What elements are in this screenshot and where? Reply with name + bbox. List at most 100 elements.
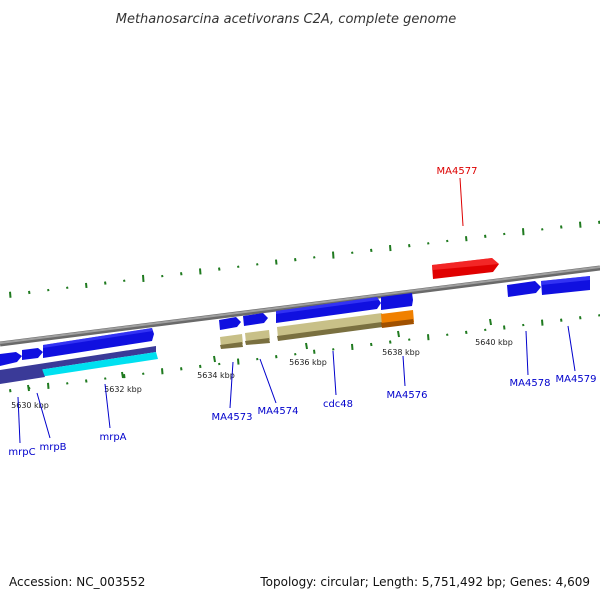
tick-label: 5638 kbp <box>382 348 420 357</box>
gc-dash <box>446 333 449 337</box>
gc-dash <box>427 242 430 245</box>
gc-dash <box>541 319 544 326</box>
gene-label-mrpA[interactable]: mrpA <box>99 432 126 443</box>
tick-5634: 5634 kbp <box>197 355 235 380</box>
gc-dash <box>199 364 202 369</box>
gc-dash <box>522 228 525 236</box>
gc-dash <box>237 265 240 268</box>
gc-dash <box>370 342 373 347</box>
gene-MA4579-feature[interactable] <box>541 276 590 295</box>
gene-cdc48-feature[interactable] <box>276 297 381 323</box>
gc-dash <box>389 340 392 344</box>
gc-dash <box>351 343 354 351</box>
tick-5640: 5640 kbp <box>475 318 513 347</box>
tick-5632: 5632 kbp <box>104 371 142 394</box>
cds-track-MA4574 <box>245 330 270 345</box>
gc-dash <box>85 282 88 289</box>
gc-dash <box>294 352 297 356</box>
gc-dash <box>579 221 582 228</box>
gc-dash <box>579 316 582 320</box>
cds-track-cdc48 <box>277 313 383 341</box>
gc-dash <box>142 372 145 375</box>
tick-label: 5640 kbp <box>475 338 513 347</box>
accession-text: Accession: NC_003552 <box>9 575 146 589</box>
gc-dash <box>465 236 468 242</box>
gc-dash <box>9 291 12 298</box>
cds-track-MA4573 <box>220 334 243 349</box>
gene-MA4578-feature[interactable] <box>507 281 541 297</box>
gene-label-mrpB[interactable]: mrpB <box>39 442 66 453</box>
gc-dash <box>256 263 259 266</box>
gene-label-mrpC[interactable]: mrpC <box>8 447 35 458</box>
gc-dash <box>66 286 69 290</box>
tick-5638: 5638 kbp <box>382 330 420 357</box>
tick-label: 5632 kbp <box>104 385 142 394</box>
gc-dash <box>218 362 221 366</box>
tick-5630: 5630 kbp <box>11 384 49 410</box>
gc-dash <box>484 328 487 332</box>
gc-dash <box>237 358 240 365</box>
tick-label: 5634 kbp <box>197 371 235 380</box>
gc-dash <box>503 232 506 236</box>
gene-label-MA4578[interactable]: MA4578 <box>510 378 551 389</box>
gc-dash <box>275 355 278 359</box>
gc-dash <box>275 259 278 265</box>
gc-dash <box>332 251 335 259</box>
gc-dash <box>522 323 525 327</box>
genome-backbone <box>0 265 600 347</box>
gc-dash <box>161 274 164 278</box>
gene-mrpB-feature[interactable] <box>22 348 43 360</box>
gc-dash <box>199 268 202 275</box>
gc-dash <box>123 279 126 282</box>
gc-dash <box>85 379 88 383</box>
map-title: Methanosarcina acetivorans C2A, complete… <box>116 12 457 27</box>
gc-skew-track-inner <box>9 314 600 393</box>
gene-label-cdc48[interactable]: cdc48 <box>323 399 353 410</box>
gene-mrpC-feature[interactable] <box>0 352 22 366</box>
gene-label-MA4577[interactable]: MA4577 <box>437 166 478 177</box>
gc-dash <box>180 367 183 371</box>
gc-dash <box>541 228 544 231</box>
gene-label-MA4574[interactable]: MA4574 <box>258 406 299 417</box>
gene-MA4574-feature[interactable] <box>243 313 268 326</box>
gene-MA4576-feature[interactable] <box>381 293 413 310</box>
gc-dash <box>161 368 164 375</box>
gene-label-MA4573[interactable]: MA4573 <box>212 412 253 423</box>
gc-dash <box>28 290 31 295</box>
gc-dash <box>370 248 373 253</box>
gene-label-MA4579[interactable]: MA4579 <box>556 374 597 385</box>
gc-dash <box>47 288 50 292</box>
genome-summary-text: Topology: circular; Length: 5,751,492 bp… <box>260 575 590 589</box>
gc-dash <box>389 244 392 252</box>
gc-dash <box>465 330 468 335</box>
gene-MA4573-feature[interactable] <box>219 317 241 330</box>
gc-dash <box>313 349 316 354</box>
tick-label: 5636 kbp <box>289 358 327 367</box>
gc-dash <box>484 234 487 239</box>
gc-dash <box>218 267 221 271</box>
gc-dash <box>104 281 107 285</box>
gc-dash <box>313 256 316 259</box>
gc-dash <box>123 374 126 379</box>
gc-dash <box>180 272 183 276</box>
tick-label: 5630 kbp <box>11 401 49 410</box>
gene-mrpA-feature[interactable] <box>43 328 154 358</box>
gc-dash <box>598 314 600 317</box>
gene-label-leader-MA4577 <box>459 177 464 227</box>
gc-dash <box>427 334 430 341</box>
gene-label-leaders <box>17 325 576 444</box>
cds-track-mrp <box>0 346 158 384</box>
gc-dash <box>104 377 107 380</box>
gc-dash <box>351 251 354 254</box>
gene-MA4577-feature[interactable] <box>432 258 499 279</box>
gc-dash <box>256 357 259 361</box>
tick-5636: 5636 kbp <box>289 342 327 367</box>
cds-track-MA4576 <box>381 310 414 328</box>
gene-label-MA4576[interactable]: MA4576 <box>387 390 428 401</box>
gc-dash <box>598 220 600 224</box>
gc-dash <box>47 382 50 389</box>
gc-skew-track-outer <box>9 220 600 298</box>
gc-dash <box>142 274 145 282</box>
gc-dash <box>503 325 506 330</box>
